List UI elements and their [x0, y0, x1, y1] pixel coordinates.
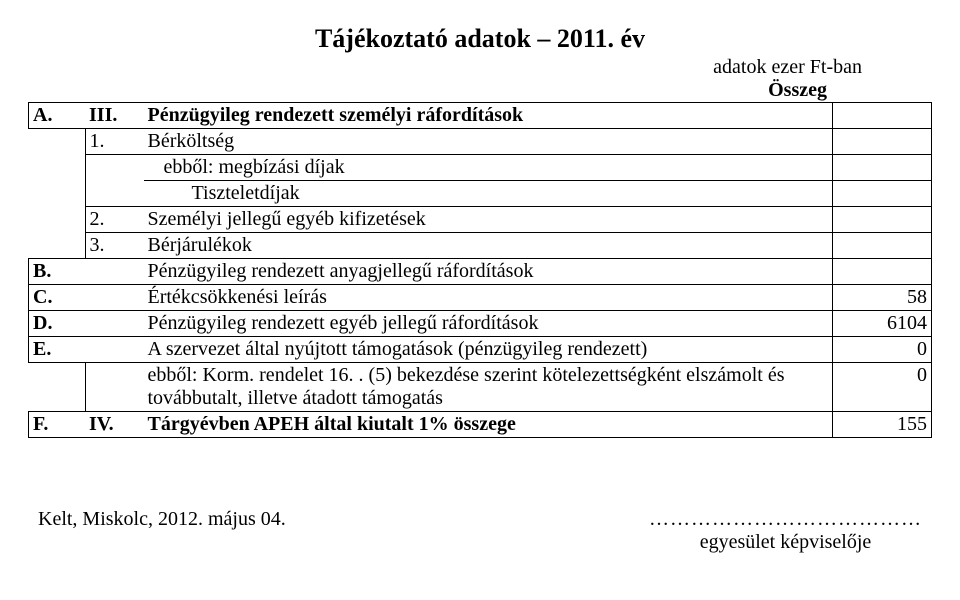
row-desc: Tárgyévben APEH által kiutalt 1% összege: [144, 412, 833, 438]
row-value: 0: [833, 363, 932, 412]
page-title: Tájékoztató adatok – 2011. év: [28, 24, 932, 54]
table-row: Tiszteletdíjak: [29, 181, 932, 207]
footer-date: Kelt, Miskolc, 2012. május 04.: [38, 508, 286, 554]
row-value: [833, 207, 932, 233]
row-roman: IV.: [85, 412, 144, 438]
row-letter: B.: [29, 259, 86, 285]
row-desc: Tiszteletdíjak: [144, 181, 833, 207]
data-table: A. III. Pénzügyileg rendezett személyi r…: [28, 102, 932, 438]
signature-line: …………………………………: [649, 508, 922, 531]
row-desc: Személyi jellegű egyéb kifizetések: [144, 207, 833, 233]
row-value: [833, 103, 932, 129]
table-row: ebből: megbízási díjak: [29, 155, 932, 181]
row-desc: Pénzügyileg rendezett személyi ráfordítá…: [144, 103, 833, 129]
table-row: F. IV. Tárgyévben APEH által kiutalt 1% …: [29, 412, 932, 438]
footer: Kelt, Miskolc, 2012. május 04. …………………………: [28, 508, 932, 554]
row-letter: A.: [29, 103, 86, 129]
signature-label: egyesület képviselője: [649, 531, 922, 554]
row-desc: Értékcsökkenési leírás: [144, 285, 833, 311]
table-row: 2. Személyi jellegű egyéb kifizetések: [29, 207, 932, 233]
table-row: C. Értékcsökkenési leírás 58: [29, 285, 932, 311]
row-value: [833, 181, 932, 207]
row-letter: F.: [29, 412, 86, 438]
row-desc: Bérjárulékok: [144, 233, 833, 259]
row-value: [833, 155, 932, 181]
table-row: B. Pénzügyileg rendezett anyagjellegű rá…: [29, 259, 932, 285]
row-num: 2.: [85, 207, 144, 233]
row-value: 6104: [833, 311, 932, 337]
table-row: ebből: Korm. rendelet 16. . (5) bekezdés…: [29, 363, 932, 412]
row-roman: III.: [85, 103, 144, 129]
row-desc: Pénzügyileg rendezett anyagjellegű ráfor…: [144, 259, 833, 285]
table-row: A. III. Pénzügyileg rendezett személyi r…: [29, 103, 932, 129]
row-value: 0: [833, 337, 932, 363]
row-value: [833, 233, 932, 259]
table-row: D. Pénzügyileg rendezett egyéb jellegű r…: [29, 311, 932, 337]
row-desc: ebből: megbízási díjak: [144, 155, 833, 181]
row-num: 3.: [85, 233, 144, 259]
sum-header: Összeg: [28, 79, 932, 102]
row-letter: E.: [29, 337, 86, 363]
row-value: 155: [833, 412, 932, 438]
table-row: 1. Bérköltség: [29, 129, 932, 155]
row-num: 1.: [85, 129, 144, 155]
row-value: [833, 259, 932, 285]
row-desc: Bérköltség: [144, 129, 833, 155]
row-value: [833, 129, 932, 155]
signature-block: ………………………………… egyesület képviselője: [649, 508, 922, 554]
table-row: E. A szervezet által nyújtott támogatáso…: [29, 337, 932, 363]
row-desc: Pénzügyileg rendezett egyéb jellegű ráfo…: [144, 311, 833, 337]
table-row: 3. Bérjárulékok: [29, 233, 932, 259]
row-letter: C.: [29, 285, 86, 311]
row-desc: A szervezet által nyújtott támogatások (…: [144, 337, 833, 363]
row-value: 58: [833, 285, 932, 311]
unit-note: adatok ezer Ft-ban: [28, 56, 932, 79]
row-desc: ebből: Korm. rendelet 16. . (5) bekezdés…: [144, 363, 833, 412]
row-letter: D.: [29, 311, 86, 337]
